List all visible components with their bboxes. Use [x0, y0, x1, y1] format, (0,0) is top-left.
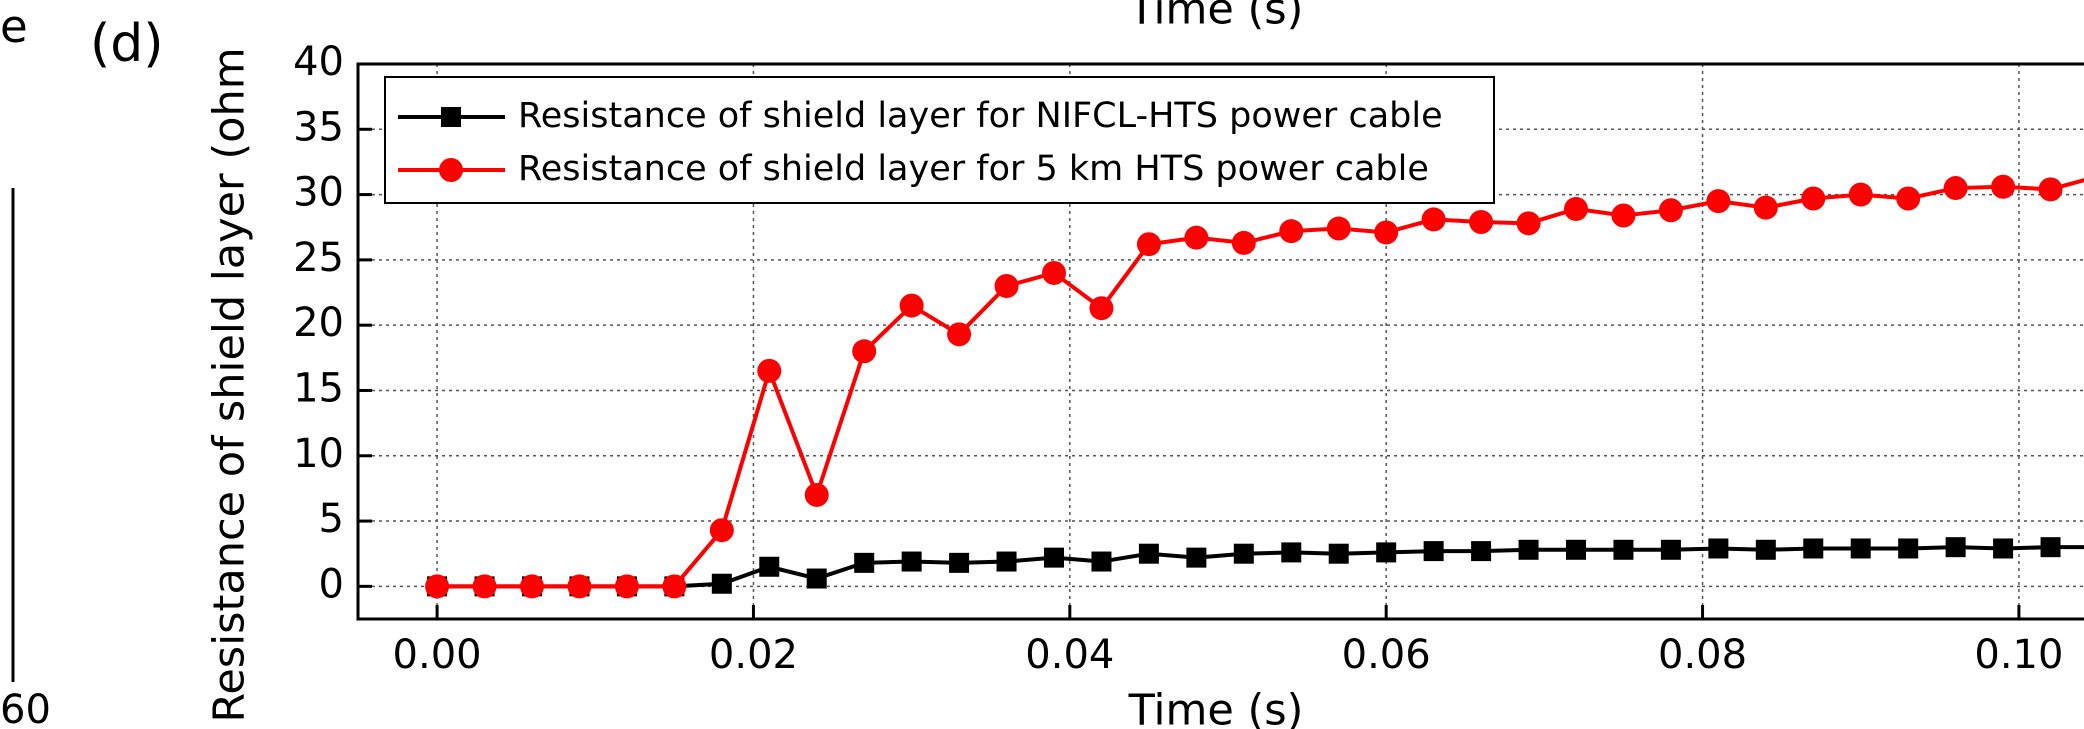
marker	[1658, 198, 1683, 223]
x-tick-label: 0.00	[393, 632, 482, 678]
marker	[1376, 542, 1397, 563]
marker	[899, 293, 924, 318]
marker	[1423, 541, 1444, 562]
marker	[1755, 539, 1776, 560]
marker	[520, 574, 544, 599]
marker	[1089, 296, 1114, 321]
marker	[806, 568, 827, 589]
x-tick-label: 0.02	[709, 632, 798, 678]
y-tick-label: 30	[293, 170, 344, 216]
marker	[1518, 539, 1539, 560]
x-axis-label: Time (s)	[1128, 686, 1304, 729]
marker	[996, 551, 1017, 572]
y-tick-label: 5	[319, 496, 344, 542]
marker	[1281, 542, 1302, 563]
side-text: e	[0, 0, 28, 53]
panel-label: (d)	[90, 14, 164, 74]
marker	[1328, 543, 1349, 564]
marker	[757, 358, 782, 383]
marker	[425, 574, 450, 599]
marker	[1138, 543, 1159, 564]
y-tick-label: 15	[293, 365, 344, 411]
marker	[2038, 177, 2063, 202]
marker	[1564, 196, 1588, 221]
y-tick-label: 20	[293, 300, 344, 346]
marker	[1660, 539, 1681, 560]
marker	[1231, 230, 1256, 255]
y-axis-label: Resistance of shield layer (ohm	[205, 47, 255, 722]
marker	[1091, 551, 1112, 572]
marker	[441, 107, 461, 127]
y-tick-label: 10	[293, 431, 344, 477]
marker	[567, 574, 592, 599]
plot-frame	[356, 62, 2084, 621]
marker	[1945, 537, 1966, 558]
marker	[947, 322, 972, 347]
marker	[1471, 541, 1492, 562]
marker	[901, 551, 922, 572]
marker	[1326, 216, 1351, 241]
marker	[994, 274, 1019, 298]
marker	[614, 574, 639, 599]
marker	[1042, 260, 1066, 285]
marker	[1993, 538, 2014, 559]
marker	[709, 518, 734, 543]
y-tick-label: 0	[319, 561, 344, 607]
marker	[711, 573, 732, 594]
legend-box	[384, 76, 1495, 204]
x-tick-label: 0.06	[1342, 632, 1431, 678]
marker	[1706, 189, 1731, 214]
x-tick-label: 0.04	[1025, 632, 1114, 678]
axes: 0 5 10 15 20 25 30 35 40 0.00 0.02 0.04 0.06 0.08 0.10	[293, 39, 2063, 678]
series-line	[437, 178, 2084, 589]
x-tick-label: 0.10	[1974, 632, 2063, 678]
marker	[854, 552, 875, 573]
marker	[804, 482, 829, 507]
y-tick-label: 25	[293, 235, 344, 281]
legend-label: Resistance of shield layer for NIFCL-HTS…	[518, 96, 1443, 136]
marker	[1896, 186, 1921, 211]
marker	[1186, 547, 1207, 568]
marker	[1943, 176, 1968, 201]
marker	[1566, 539, 1586, 560]
marker	[662, 574, 687, 599]
marker	[1469, 210, 1494, 235]
top-text: Time (s)	[1128, 0, 1304, 35]
marker	[1184, 225, 1209, 250]
marker	[1611, 203, 1636, 228]
marker	[1898, 538, 1919, 559]
marker	[1421, 207, 1446, 232]
marker	[759, 556, 780, 577]
legend: Resistance of shield layer for NIFCL-HTS…	[384, 76, 1495, 204]
marker	[1848, 182, 1873, 207]
marker	[1136, 232, 1161, 257]
marker	[1613, 539, 1634, 560]
y-tick-label: 35	[293, 104, 344, 150]
y-tick-label: 40	[293, 39, 344, 85]
legend-label: Resistance of shield layer for 5 km HTS …	[518, 149, 1429, 189]
marker	[1801, 186, 1826, 211]
marker	[852, 339, 877, 364]
marker	[439, 158, 463, 182]
marker	[472, 574, 497, 599]
marker	[1850, 538, 1871, 559]
marker	[1233, 543, 1254, 564]
marker	[2040, 537, 2061, 558]
marker	[1374, 220, 1399, 245]
marker	[1516, 211, 1541, 236]
marker	[1803, 538, 1824, 559]
side-text: 60	[0, 687, 51, 729]
marker	[1753, 195, 1778, 220]
marker	[1991, 174, 2016, 199]
marker	[949, 552, 970, 573]
x-tick-label: 0.08	[1658, 632, 1747, 678]
marker	[1708, 538, 1729, 559]
marker	[1044, 547, 1064, 568]
marker	[1279, 219, 1304, 244]
